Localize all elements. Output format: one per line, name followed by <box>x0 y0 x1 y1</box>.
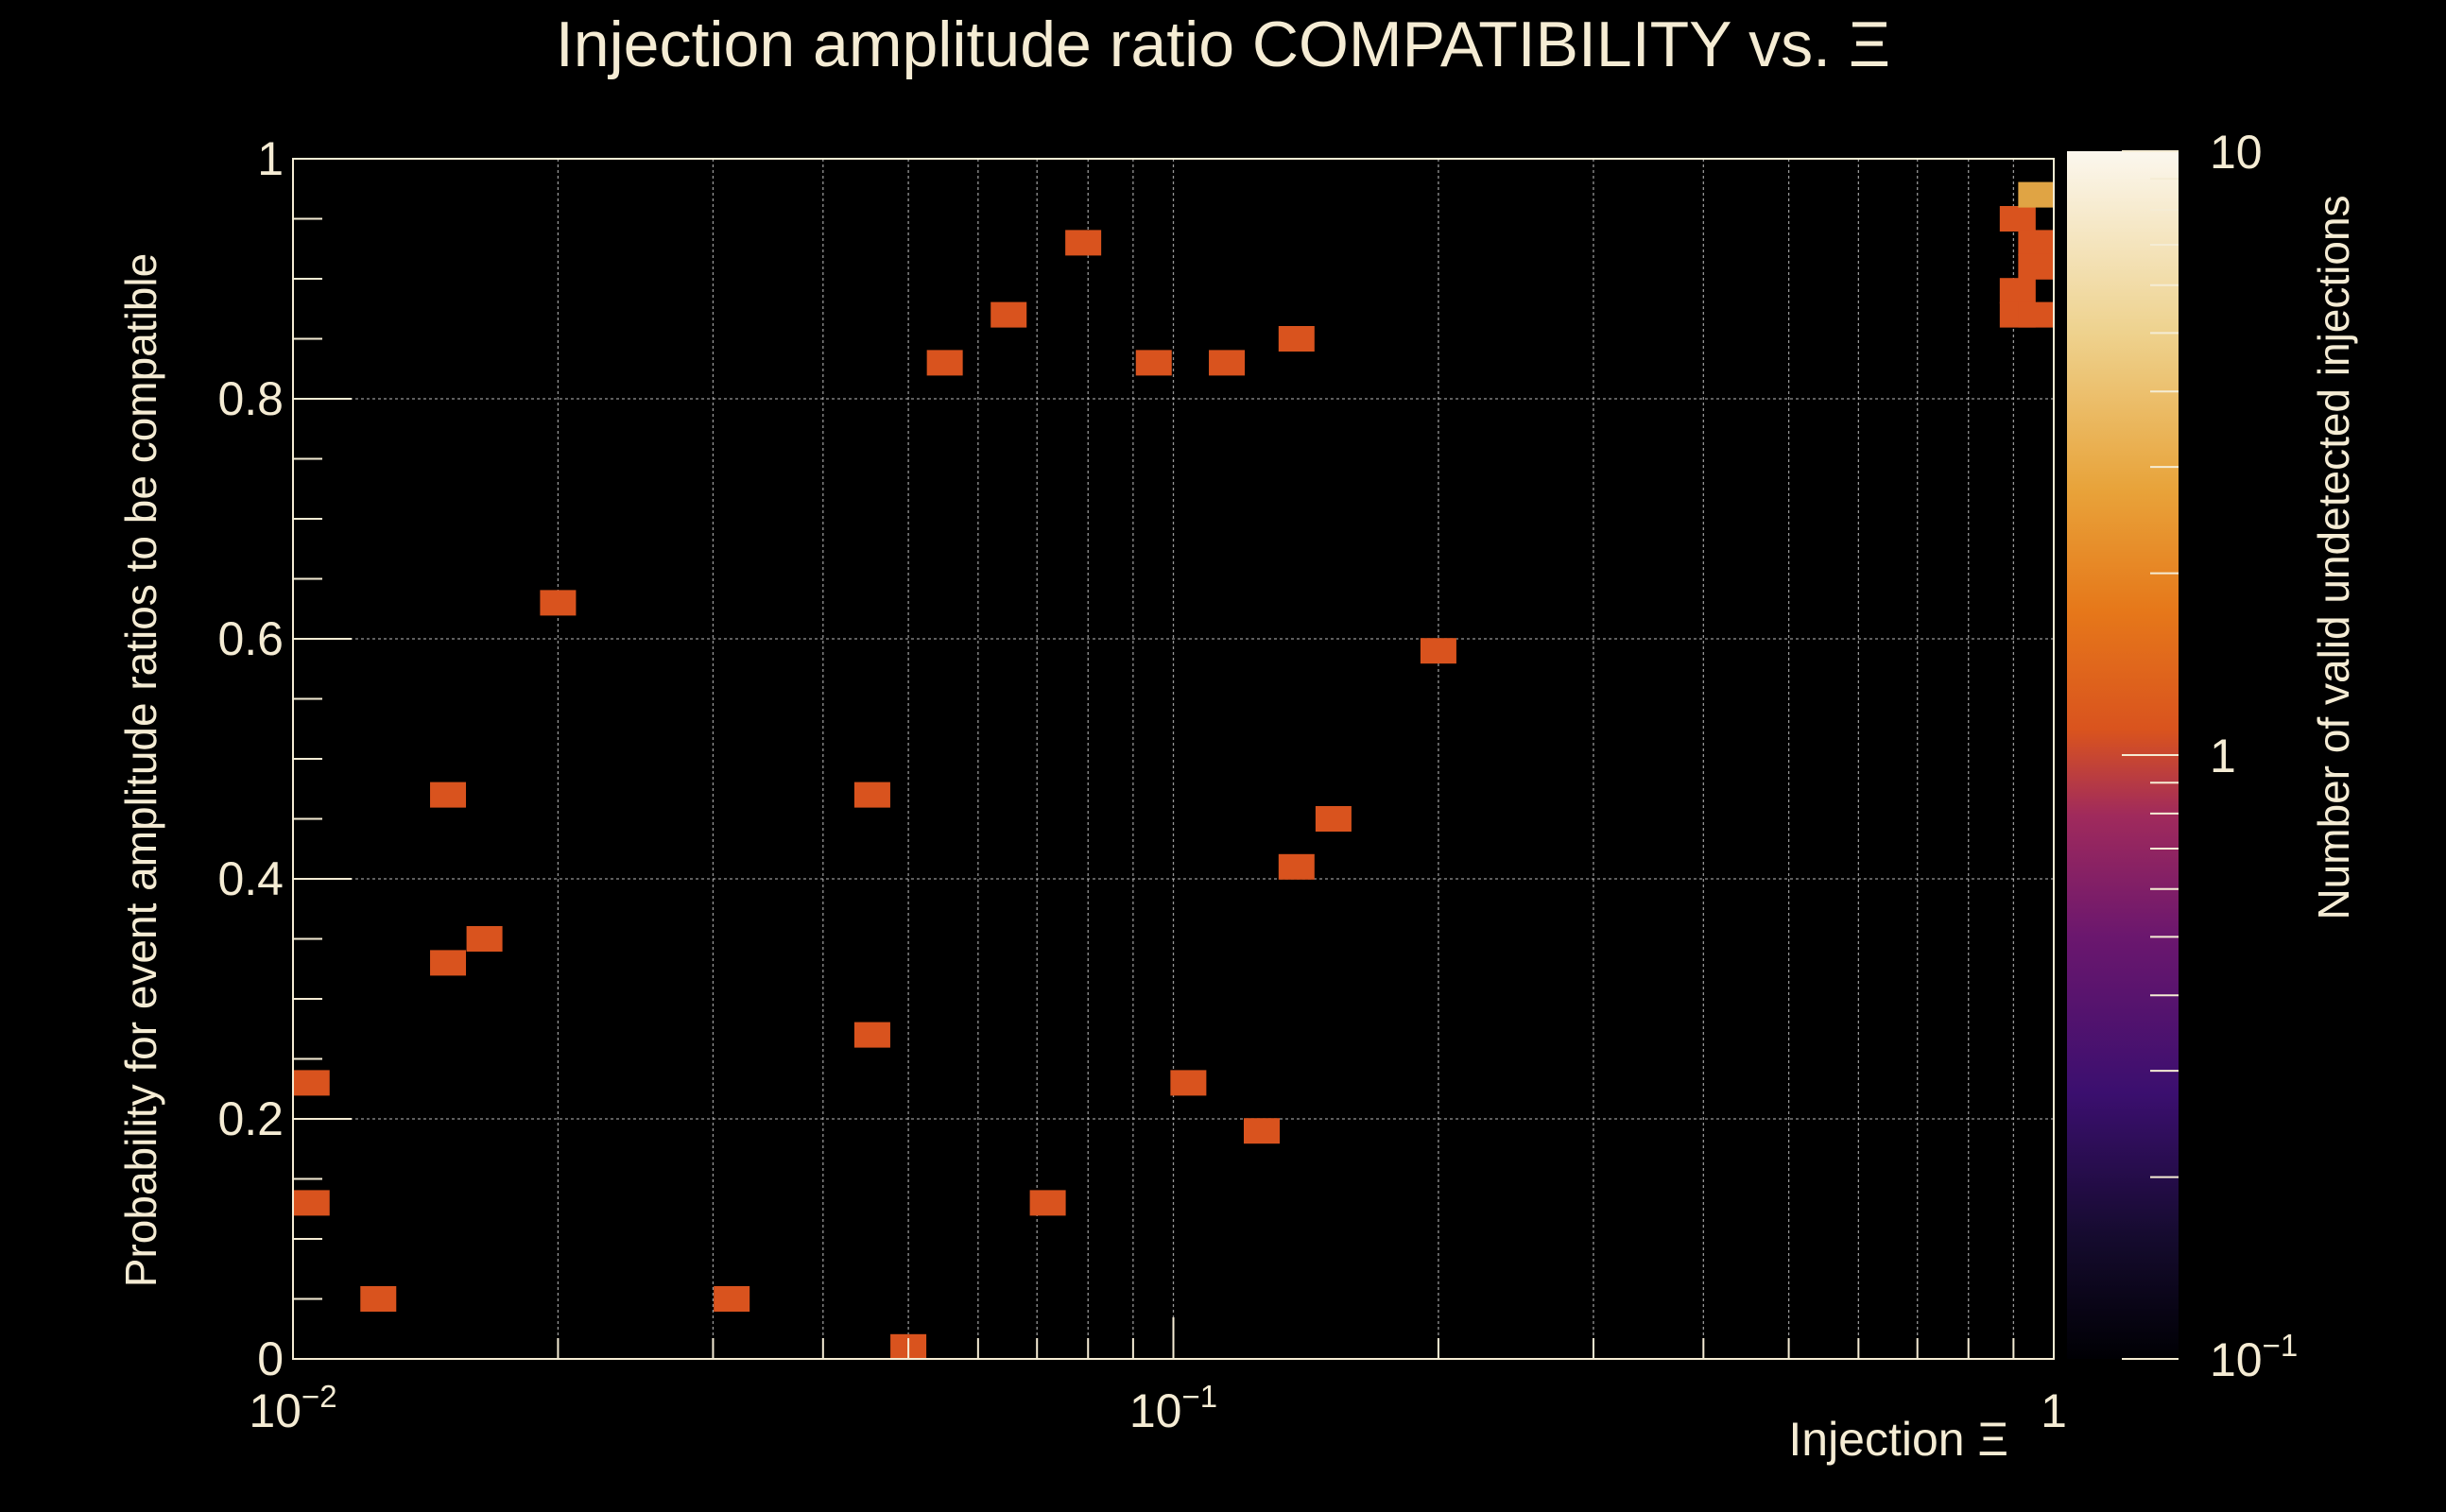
y-tick-label: 1 <box>257 132 284 185</box>
y-tick-label: 0.4 <box>217 852 284 905</box>
x-axis-ticks: 10−2 10−1 1 <box>249 1317 2067 1437</box>
heatmap-cell <box>1209 350 1246 376</box>
heatmap-cell <box>1420 638 1456 664</box>
colorbar-tick-label: 10 <box>2210 126 2263 179</box>
heatmap-cell <box>1170 1070 1207 1096</box>
heatmap-cell <box>466 926 503 952</box>
heatmap-cell <box>714 1286 750 1312</box>
x-tick-label: 10−1 <box>1129 1379 1217 1437</box>
y-axis-ticks: 0 0.2 0.4 0.6 0.8 1 <box>217 132 352 1385</box>
heatmap-cell <box>926 350 963 376</box>
heatmap-cell <box>1135 350 1172 376</box>
heatmap-cell <box>853 1022 890 1048</box>
heatmap-cell <box>293 1190 330 1216</box>
chart-title: Injection amplitude ratio COMPATIBILITY … <box>556 9 1890 80</box>
y-tick-label: 0 <box>257 1332 284 1385</box>
heatmap-cell <box>1243 1118 1280 1144</box>
y-tick-label: 0.8 <box>217 372 284 425</box>
heatmap-cell <box>853 782 890 808</box>
x-tick-label: 1 <box>2041 1384 2067 1437</box>
heatmap-cell <box>430 782 467 808</box>
y-axis-label: Probability for event amplitude ratios t… <box>116 253 165 1287</box>
heatmap-cell <box>2018 301 2055 328</box>
colorbar-tick-label: 10−1 <box>2210 1328 2298 1386</box>
heatmap-cell <box>1278 326 1315 352</box>
heatmap-cell <box>1315 806 1352 832</box>
heatmap-cell <box>990 301 1027 328</box>
heatmap-cell <box>1065 230 1102 256</box>
heatmap-cell <box>1029 1190 1066 1216</box>
y-tick-label: 0.2 <box>217 1092 284 1145</box>
heatmap-cell <box>2018 181 2055 208</box>
heatmap-cell <box>1999 206 2036 232</box>
colorbar-tick-label: 1 <box>2210 730 2236 782</box>
heatmap-cell <box>360 1286 397 1312</box>
colorbar-ticks: 10 1 10−1 <box>2122 126 2298 1386</box>
x-tick-label: 10−2 <box>249 1379 336 1437</box>
colorbar-label: Number of valid undetected injections <box>2309 195 2358 919</box>
heatmap-cell <box>1999 278 2036 304</box>
heatmap-cell <box>430 950 467 976</box>
heatmap-cell <box>2018 230 2055 256</box>
x-axis-label: Injection Ξ <box>1788 1413 2008 1466</box>
heatmap-cell <box>1278 853 1315 880</box>
grid-lines <box>293 159 2054 1359</box>
heatmap-cell <box>293 1070 330 1096</box>
heatmap-cell <box>2018 253 2055 280</box>
y-tick-label: 0.6 <box>217 612 284 665</box>
heatmap-cell <box>540 590 577 616</box>
